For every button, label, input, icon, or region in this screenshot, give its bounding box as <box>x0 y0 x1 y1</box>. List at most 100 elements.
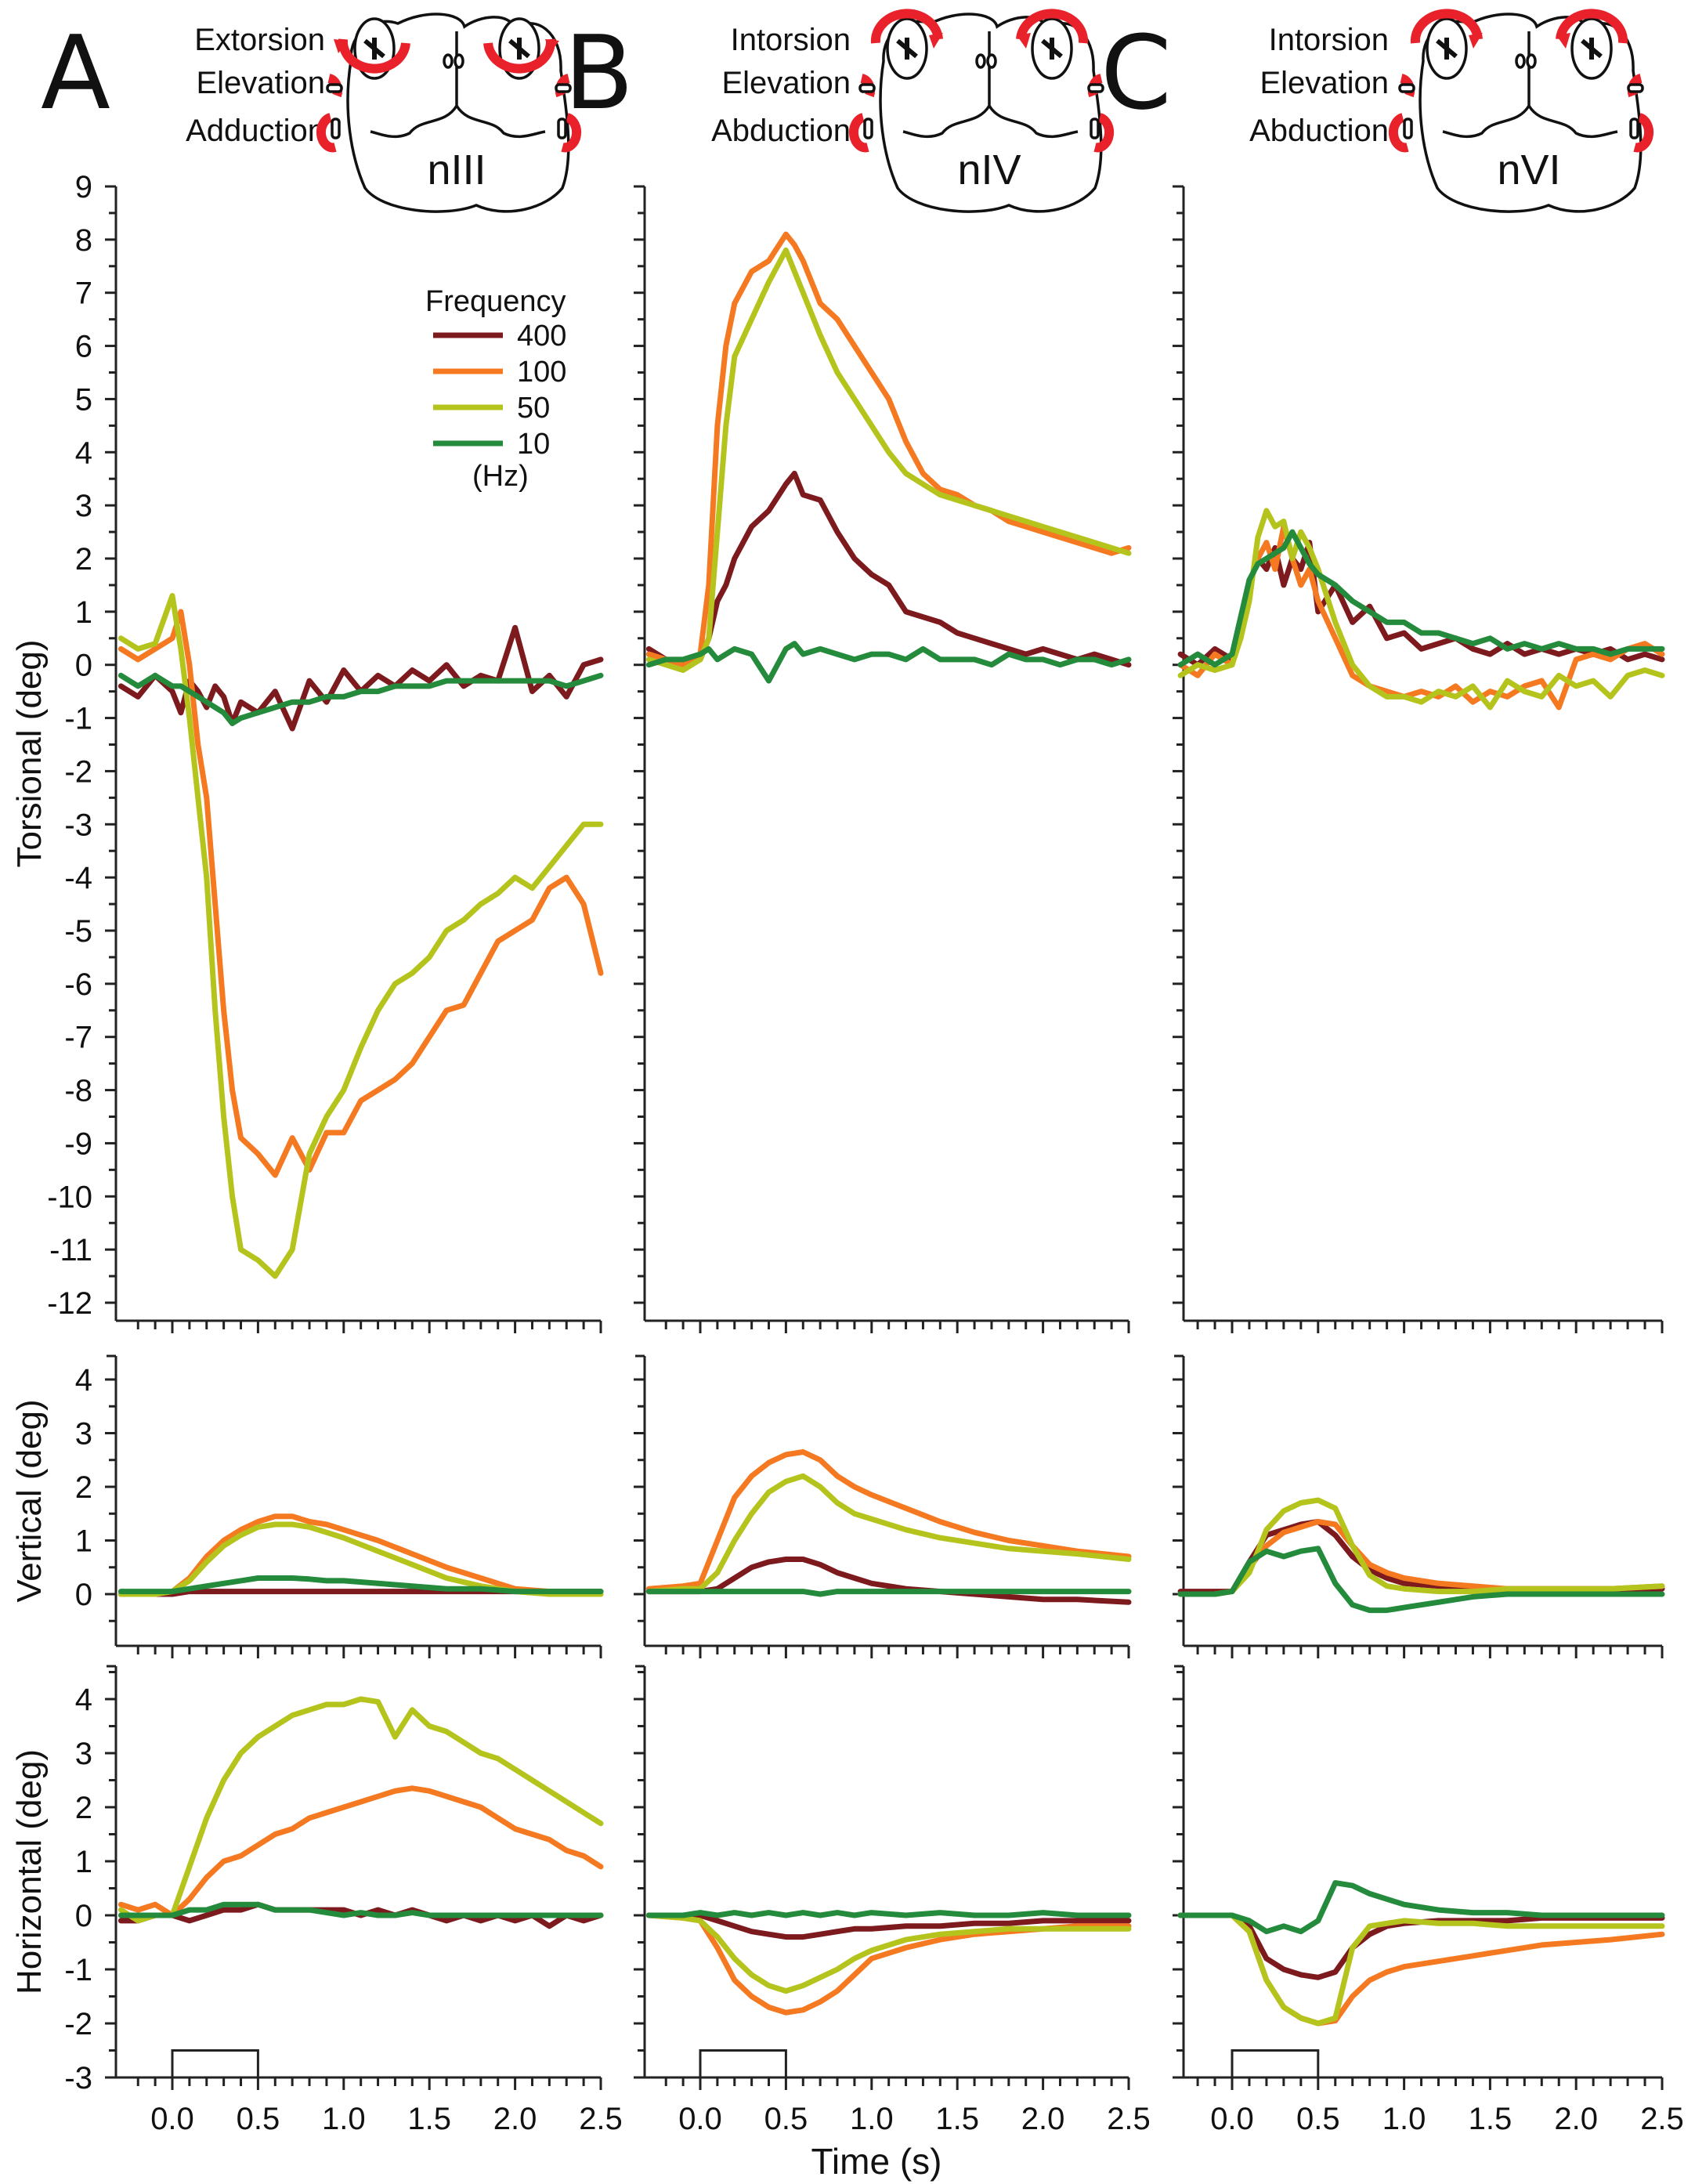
legend-entry-100: 100 <box>433 356 566 389</box>
y-tick-label: -6 <box>64 967 92 1002</box>
y-tick-label: 4 <box>75 436 92 470</box>
right-eye-rod-icon <box>1627 83 1644 93</box>
movement-label: Intorsion <box>731 23 851 57</box>
y-tick-label: -5 <box>64 914 92 949</box>
y-tick-label: -11 <box>49 1233 92 1267</box>
y-tick-label: 5 <box>75 382 92 417</box>
trace-400hz <box>645 1912 1132 1940</box>
x-tick-label: 2.0 <box>1554 2102 1598 2136</box>
nostril-left <box>975 53 986 69</box>
header-c: C Intorsion Elevation Abduction nVI <box>1100 9 1654 213</box>
left-eye-rod-vertical-icon <box>1403 118 1413 139</box>
left-torsion-arrowhead-icon <box>929 33 943 49</box>
right-horizontal-arrow-icon <box>1093 113 1115 153</box>
trace-400hz <box>645 470 1132 668</box>
subplot-b-horizontal: 0.0 0.5 1.0 1.5 2.0 2.5 <box>634 1665 1151 2136</box>
stimulus-bar <box>1231 2049 1320 2079</box>
subplot-c-torsional <box>1173 185 1665 1333</box>
left-eye-cross-icon <box>896 38 918 60</box>
legend-label: 50 <box>517 392 550 425</box>
x-tick-label: 1.5 <box>935 2102 979 2136</box>
y-tick-label: -4 <box>64 861 92 895</box>
left-eye-cross-icon <box>1436 38 1458 60</box>
y-tick-label: 0 <box>75 1899 92 1933</box>
y-tick-label: 4 <box>75 1683 92 1717</box>
right-torsion-arrowhead-icon <box>1556 33 1570 49</box>
subplot-c-vertical <box>1173 1354 1665 1658</box>
left-horizontal-arrow-icon <box>848 113 869 153</box>
trace-10hz <box>1177 529 1665 668</box>
frog-head-diagram: nVI <box>1388 9 1654 213</box>
legend-entry-400: 400 <box>433 320 566 353</box>
y-axis-label: Horizontal (deg) <box>10 1749 49 1994</box>
x-tick-label: 1.0 <box>1382 2102 1426 2136</box>
panel-letter: C <box>1100 13 1172 132</box>
x-tick-label: 1.0 <box>322 2102 366 2136</box>
right-eye-cross-icon <box>1581 38 1603 60</box>
right-eye-rod-icon <box>1087 83 1104 93</box>
trace-100hz <box>117 1785 604 1918</box>
right-torsion-arrowhead-icon <box>1017 33 1031 49</box>
y-tick-label: -2 <box>64 2007 92 2041</box>
subplot-a-torsional: 9876543210-1-2-3-4-5-6-7-8-9-10-11-12Tor… <box>10 170 604 1333</box>
column-a: 9876543210-1-2-3-4-5-6-7-8-9-10-11-12Tor… <box>10 170 623 2136</box>
x-tick-label: 2.5 <box>1107 2102 1151 2136</box>
legend-entry-50: 50 <box>433 392 550 425</box>
x-axis-label: Time (s) <box>811 2141 942 2182</box>
nostril-right <box>1526 53 1537 69</box>
nerve-label: nVI <box>1497 146 1560 193</box>
right-torsion-arrow-icon <box>1556 9 1628 44</box>
left-eye-rod-vertical-icon <box>863 118 873 139</box>
movement-label: Adduction <box>186 114 325 148</box>
y-axis-label: Vertical (deg) <box>10 1399 49 1602</box>
trace-400hz <box>645 1557 1132 1605</box>
legend-label: 10 <box>517 428 550 461</box>
x-tick-label: 2.0 <box>1021 2102 1065 2136</box>
frog-head-diagram: nIV <box>848 9 1115 213</box>
right-horizontal-arrow-icon <box>561 113 582 153</box>
y-tick-label: -7 <box>64 1021 92 1055</box>
subplot-b-torsional <box>634 185 1132 1333</box>
left-eye-cross-icon <box>363 38 385 60</box>
x-tick-label: 0.0 <box>678 2102 722 2136</box>
movement-label: Extorsion <box>194 23 325 57</box>
header-b: B Intorsion Elevation Abduction nIV <box>564 9 1115 213</box>
right-eye-rod-vertical-icon <box>1090 118 1100 139</box>
trace-50hz <box>1177 508 1665 711</box>
left-eye-rod-icon <box>858 83 876 93</box>
movement-label: Elevation <box>1260 66 1389 100</box>
x-tick-label: 1.0 <box>850 2102 894 2136</box>
panel-letter: B <box>564 13 634 132</box>
y-tick-label: -3 <box>64 2061 92 2095</box>
right-torsion-arrow-icon <box>1016 9 1089 44</box>
y-tick-label: 2 <box>75 542 92 577</box>
trace-10hz <box>645 1910 1132 1918</box>
right-eye-rod-icon <box>555 83 572 93</box>
header-a: A Extorsion Elevation Adduction nIII <box>41 13 582 213</box>
right-torsion-arrowhead-icon <box>545 39 559 53</box>
y-tick-label: 1 <box>75 595 92 630</box>
x-tick-label: 1.5 <box>407 2102 451 2136</box>
y-tick-label: -8 <box>64 1074 92 1108</box>
x-tick-label: 0.0 <box>1210 2102 1254 2136</box>
x-tick-label: 0.0 <box>150 2102 194 2136</box>
trace-10hz <box>1177 1880 1665 1935</box>
left-horizontal-arrow-icon <box>316 113 337 153</box>
movement-label: Elevation <box>196 66 325 100</box>
subplot-c-horizontal: 0.0 0.5 1.0 1.5 2.0 2.5 <box>1173 1665 1684 2136</box>
panels: 9876543210-1-2-3-4-5-6-7-8-9-10-11-12Tor… <box>10 170 1684 2136</box>
frog-head-diagram: nIII <box>316 13 582 213</box>
y-tick-label: 3 <box>75 1737 92 1771</box>
trace-50hz <box>117 593 604 1279</box>
x-tick-label: 2.5 <box>579 2102 623 2136</box>
trace-100hz <box>645 1449 1132 1592</box>
column-c: 0.0 0.5 1.0 1.5 2.0 2.5 <box>1173 185 1684 2136</box>
left-eye-rod-vertical-icon <box>331 118 341 139</box>
y-tick-label: 2 <box>75 1470 92 1505</box>
trace-10hz <box>117 1575 604 1595</box>
stimulus-bar <box>699 2049 787 2079</box>
trace-10hz <box>645 1589 1132 1597</box>
legend-entry-10: 10 <box>433 428 550 461</box>
y-tick-label: -1 <box>64 702 92 736</box>
subplot-a-vertical: 4 3 2 1 0 Vertical (deg) <box>10 1354 604 1658</box>
